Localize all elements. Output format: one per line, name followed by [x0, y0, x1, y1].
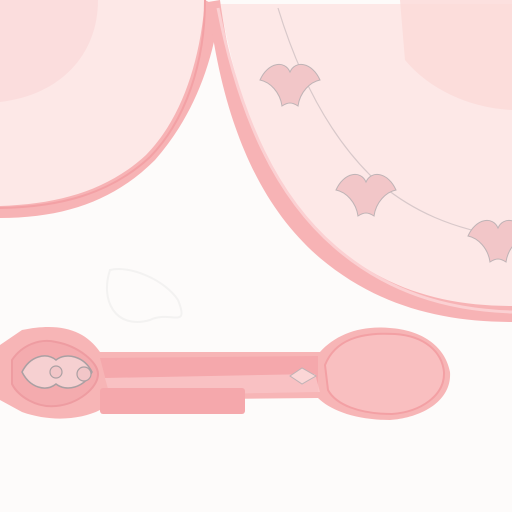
ghost-outline: [105, 268, 183, 323]
fleur-ornament: [467, 220, 512, 263]
fleur-ornament: [335, 174, 397, 217]
left-fabric-panel: [0, 0, 220, 218]
pink-spoon: [0, 326, 451, 420]
fleur-ornament: [259, 64, 321, 107]
